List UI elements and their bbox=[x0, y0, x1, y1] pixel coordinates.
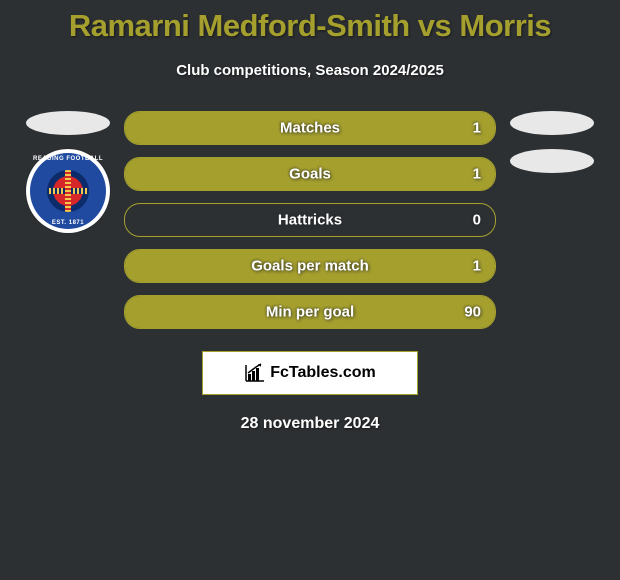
content-row: READING FOOTBALL EST. 1871 Matches1Goals… bbox=[0, 111, 620, 329]
stat-value: 1 bbox=[473, 258, 481, 275]
brand-chart-icon bbox=[244, 363, 266, 383]
right-club-ellipse bbox=[510, 149, 594, 173]
right-column bbox=[502, 111, 602, 173]
stat-bar: Hattricks 0 bbox=[124, 203, 496, 237]
page-title: Ramarni Medford-Smith vs Morris bbox=[0, 0, 620, 44]
subtitle: Club competitions, Season 2024/2025 bbox=[0, 62, 620, 79]
crest-ball-icon bbox=[47, 170, 89, 212]
crest-bottom-text: EST. 1871 bbox=[52, 220, 84, 226]
stat-bar: Goals per match 1 bbox=[124, 249, 496, 283]
stat-label: Goals per match bbox=[251, 258, 369, 275]
stat-bar: Goals 1 bbox=[124, 157, 496, 191]
left-club-crest: READING FOOTBALL EST. 1871 bbox=[26, 149, 110, 233]
brand-text: FcTables.com bbox=[270, 364, 376, 382]
stat-value: 0 bbox=[473, 212, 481, 229]
stat-label: Matches bbox=[280, 120, 340, 137]
left-column: READING FOOTBALL EST. 1871 bbox=[18, 111, 118, 233]
stat-value: 90 bbox=[464, 304, 481, 321]
stat-value: 1 bbox=[473, 166, 481, 183]
stat-label: Goals bbox=[289, 166, 331, 183]
left-player-ellipse bbox=[26, 111, 110, 135]
crest-top-text: READING FOOTBALL bbox=[33, 156, 103, 162]
stat-bar: Min per goal 90 bbox=[124, 295, 496, 329]
stat-bar: Matches 1 bbox=[124, 111, 496, 145]
brand-box: FcTables.com bbox=[202, 351, 418, 395]
stat-bars: Matches 1 Goals 1 Hattricks 0 Goals per match 1… bbox=[118, 111, 502, 329]
stat-label: Hattricks bbox=[278, 212, 342, 229]
stat-value: 1 bbox=[473, 120, 481, 137]
right-player-ellipse bbox=[510, 111, 594, 135]
date-text: 28 november 2024 bbox=[0, 415, 620, 433]
stat-label: Min per goal bbox=[266, 304, 354, 321]
